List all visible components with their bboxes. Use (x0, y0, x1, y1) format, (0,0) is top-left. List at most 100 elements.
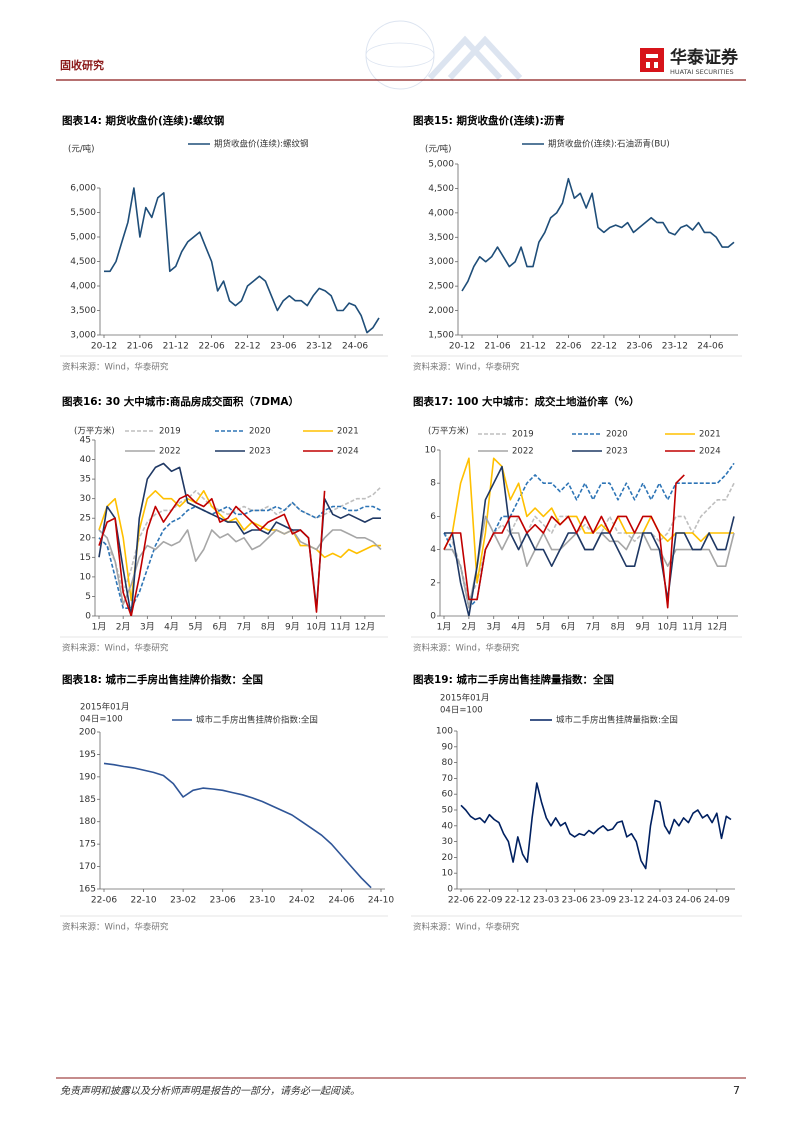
y-tick-label: 180 (79, 817, 96, 827)
y-tick-label: 2,000 (428, 306, 454, 316)
x-tick-label: 24-10 (368, 896, 394, 906)
x-tick-label: 23-12 (662, 342, 688, 352)
y-tick-label: 1,500 (428, 331, 454, 341)
legend-label: 期货收盘价(连续):螺纹钢 (214, 139, 309, 150)
chart-title: 图表15: 期货收盘价(连续):沥青 (413, 114, 565, 127)
x-tick-label: 8月 (261, 622, 276, 633)
legend-label: 期货收盘价(连续):石油沥青(BU) (548, 139, 670, 150)
y-tick-label: 15 (80, 553, 91, 563)
y-tick-label: 165 (79, 885, 96, 895)
legend-label: 2020 (249, 427, 271, 437)
y-tick-label: 50 (442, 806, 454, 816)
x-tick-label: 4月 (164, 622, 179, 633)
x-tick-label: 22-10 (130, 896, 156, 906)
x-tick-label: 22-09 (476, 896, 502, 906)
x-tick-label: 21-12 (520, 342, 546, 352)
y-tick-label: 25 (80, 514, 91, 524)
series-line (443, 457, 734, 584)
y-tick-label: 10 (425, 446, 437, 456)
y-tick-label: 30 (80, 494, 92, 504)
x-tick-label: 9月 (635, 622, 650, 633)
x-tick-label: 21-12 (163, 342, 189, 352)
chart-title: 图表16: 30 大中城市:商品房成交面积（7DMA） (62, 395, 299, 408)
axis-unit: 04日=100 (440, 706, 483, 716)
x-tick-label: 10月 (306, 622, 326, 633)
x-tick-label: 1月 (92, 622, 107, 633)
x-tick-label: 1月 (437, 622, 452, 633)
axis-unit: (万平方米) (428, 426, 469, 437)
y-tick-label: 4,500 (70, 257, 96, 267)
y-tick-label: 3,000 (428, 257, 454, 267)
y-tick-label: 35 (80, 475, 91, 485)
y-tick-label: 30 (442, 837, 454, 847)
x-tick-label: 23-10 (249, 896, 275, 906)
chart-title: 图表19: 城市二手房出售挂牌量指数：全国 (413, 673, 614, 686)
series-line (98, 486, 382, 594)
x-tick-label: 11月 (330, 622, 350, 633)
y-tick-label: 100 (436, 727, 453, 737)
series-line (104, 187, 380, 334)
y-tick-label: 10 (442, 869, 454, 879)
legend-label: 2019 (159, 427, 181, 437)
y-tick-label: 10 (80, 572, 92, 582)
axis-unit: 2015年01月 (80, 702, 129, 713)
y-tick-label: 4 (430, 545, 436, 555)
y-tick-label: 90 (442, 742, 454, 752)
y-tick-label: 3,500 (428, 233, 454, 243)
y-tick-label: 4,000 (428, 208, 454, 218)
source-note: 资料来源：Wind，华泰研究 (62, 362, 169, 373)
x-tick-label: 24-03 (647, 896, 673, 906)
x-tick-label: 12月 (707, 622, 727, 633)
series-line (443, 462, 735, 609)
x-tick-label: 24-02 (289, 896, 315, 906)
y-tick-label: 195 (79, 750, 96, 760)
x-tick-label: 23-06 (210, 896, 236, 906)
y-tick-label: 170 (79, 862, 96, 872)
x-tick-label: 7月 (237, 622, 252, 633)
y-tick-label: 175 (79, 840, 96, 850)
y-tick-label: 5 (85, 592, 91, 602)
source-note: 资料来源：Wind，华泰研究 (62, 922, 169, 933)
x-tick-label: 22-06 (199, 342, 225, 352)
x-tick-label: 3月 (486, 622, 501, 633)
y-tick-label: 200 (79, 728, 96, 738)
y-tick-label: 20 (80, 533, 92, 543)
y-tick-label: 0 (430, 612, 436, 622)
x-tick-label: 10月 (657, 622, 677, 633)
series-line (98, 490, 326, 616)
legend-label: 2024 (337, 447, 359, 457)
x-tick-label: 5月 (536, 622, 551, 633)
series-line (103, 762, 372, 889)
y-tick-label: 0 (85, 612, 91, 622)
x-tick-label: 23-12 (618, 896, 644, 906)
legend-label: 2022 (159, 447, 181, 457)
x-tick-label: 23-06 (270, 342, 296, 352)
x-tick-label: 6月 (561, 622, 576, 633)
x-tick-label: 22-12 (234, 342, 260, 352)
x-tick-label: 22-06 (555, 342, 581, 352)
x-tick-label: 12月 (355, 622, 375, 633)
chart-title: 图表17: 100 大中城市：成交土地溢价率（%） (413, 395, 640, 408)
series-line (98, 501, 382, 609)
y-tick-label: 4,500 (428, 184, 454, 194)
x-tick-label: 23-06 (626, 342, 652, 352)
y-tick-label: 6,000 (70, 184, 96, 194)
legend-label: 2024 (699, 447, 721, 457)
x-tick-label: 24-06 (342, 342, 368, 352)
x-tick-label: 23-03 (533, 896, 559, 906)
disclaimer: 免责声明和披露以及分析师声明是报告的一部分，请务必一起阅读。 (60, 1085, 360, 1097)
logo-icon (640, 48, 664, 72)
y-tick-label: 8 (430, 479, 436, 489)
series-line (443, 482, 735, 601)
axis-unit: 2015年01月 (440, 693, 489, 704)
x-tick-label: 5月 (188, 622, 203, 633)
x-tick-label: 7月 (586, 622, 601, 633)
brand-name: 华泰证券 (670, 47, 739, 68)
source-note: 资料来源：Wind，华泰研究 (413, 643, 520, 654)
x-tick-label: 23-09 (590, 896, 616, 906)
source-note: 资料来源：Wind，华泰研究 (62, 643, 169, 654)
y-tick-label: 80 (442, 758, 454, 768)
y-tick-label: 40 (442, 821, 454, 831)
x-tick-label: 24-06 (697, 342, 723, 352)
